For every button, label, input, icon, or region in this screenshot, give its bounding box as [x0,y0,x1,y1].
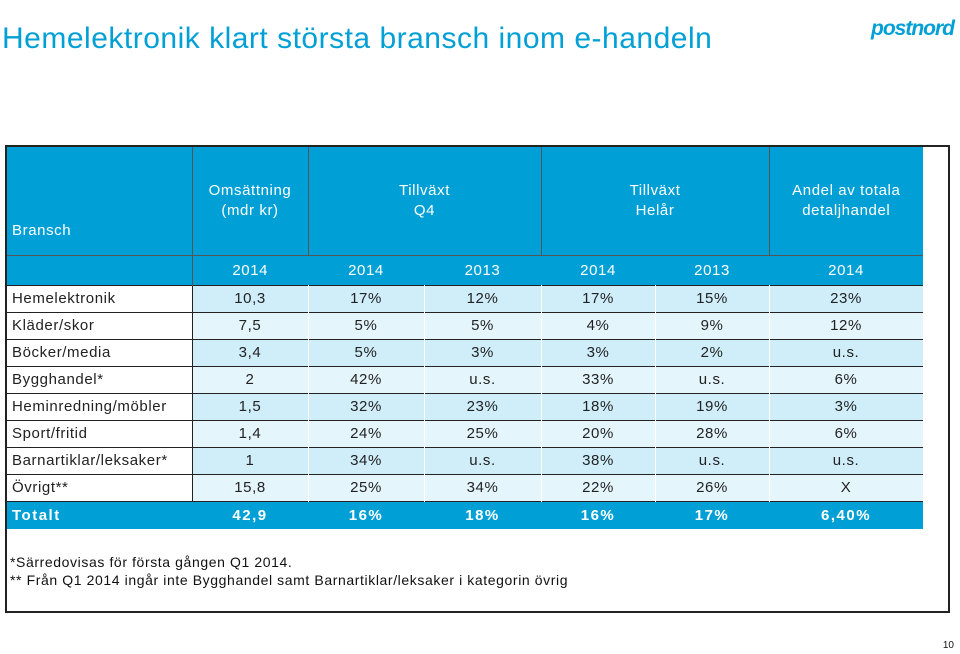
total-value: 16% [541,500,656,529]
header-tillvaxt-helar: Tillväxt Helår [541,147,770,255]
year-cell: 2013 [655,254,770,285]
table-row: Böcker/media 3,4 5% 3% 3% 2% u.s. [7,338,924,366]
row-value: 15,8 [192,473,309,501]
row-value: 5% [308,311,425,339]
row-value: u.s. [424,446,542,474]
row-value: 24% [308,419,425,447]
row-value: 28% [655,419,770,447]
data-rows: Hemelektronik 10,3 17% 12% 17% 15% 23% Kläder/s… [7,284,924,501]
row-value: 26% [655,473,770,501]
row-value: 12% [424,284,542,312]
row-label: Hemelektronik [7,284,193,312]
row-value: 2% [655,338,770,366]
row-value: 6% [769,365,924,393]
header-tillvaxt-q4: Tillväxt Q4 [308,147,542,255]
row-value: 5% [308,338,425,366]
table-row: Barnartiklar/leksaker* 1 34% u.s. 38% u.s. u.s… [7,446,924,474]
row-value: 32% [308,392,425,420]
years-label-cell [7,254,193,285]
row-value: 7,5 [192,311,309,339]
total-label: Totalt [7,500,192,529]
header-row: Bransch Omsättning (mdr kr) Tillväxt Q4 … [7,147,924,255]
row-value: 23% [424,392,542,420]
row-value: 38% [541,446,656,474]
page-number: 10 [942,640,954,651]
year-cell: 2014 [541,254,656,285]
total-value: 16% [308,500,424,529]
total-value: 6,40% [769,500,924,529]
row-label: Övrigt** [7,473,193,501]
row-label: Kläder/skor [7,311,193,339]
row-value: u.s. [424,365,542,393]
footnote: *Särredovisas för första gången Q1 2014. [10,554,293,570]
table-row: Hemelektronik 10,3 17% 12% 17% 15% 23% [7,284,924,312]
year-cell: 2014 [192,254,308,285]
row-value: 1 [192,446,309,474]
row-value: u.s. [769,446,924,474]
total-value: 42,9 [192,500,308,529]
row-value: 10,3 [192,284,309,312]
row-value: 3,4 [192,338,309,366]
row-label: Sport/fritid [7,419,193,447]
row-value: 34% [308,446,425,474]
row-value: 3% [769,392,924,420]
row-value: u.s. [769,338,924,366]
row-value: 1,5 [192,392,309,420]
table-row: Kläder/skor 7,5 5% 5% 4% 9% 12% [7,311,924,339]
row-value: 12% [769,311,924,339]
total-value: 17% [655,500,770,529]
table-row: Övrigt** 15,8 25% 34% 22% 26% X [7,473,924,501]
years-row: 2014 2014 2013 2014 2013 2014 [7,254,924,285]
total-row: Totalt 42,9 16% 18% 16% 17% 6,40% [7,500,924,529]
year-cell: 2014 [308,254,424,285]
row-value: 42% [308,365,425,393]
footnote: ** Från Q1 2014 ingår inte Bygghandel sa… [10,572,569,588]
year-cell: 2013 [424,254,542,285]
row-value: 34% [424,473,542,501]
row-value: 9% [655,311,770,339]
row-value: 19% [655,392,770,420]
row-label: Böcker/media [7,338,193,366]
row-value: 15% [655,284,770,312]
row-value: 6% [769,419,924,447]
row-value: u.s. [655,446,770,474]
row-value: 5% [424,311,542,339]
row-value: 4% [541,311,656,339]
row-value: 3% [424,338,542,366]
row-value: 17% [541,284,656,312]
total-value: 18% [424,500,542,529]
header-andel: Andel av totala detaljhandel [769,147,924,255]
row-value: u.s. [655,365,770,393]
slide-title: Hemelektronik klart största bransch inom… [2,22,713,55]
row-value: 2 [192,365,309,393]
table-row: Bygghandel* 2 42% u.s. 33% u.s. 6% [7,365,924,393]
footnotes: *Särredovisas för första gången Q1 2014.… [10,553,568,589]
ecommerce-table: Bransch Omsättning (mdr kr) Tillväxt Q4 … [7,147,924,529]
row-value: 18% [541,392,656,420]
postnord-logo: postnord [871,17,955,40]
row-value: 1,4 [192,419,309,447]
row-label: Bygghandel* [7,365,193,393]
row-value: 20% [541,419,656,447]
header-omsattning: Omsättning (mdr kr) [192,147,309,255]
row-value: 3% [541,338,656,366]
row-value: 33% [541,365,656,393]
table-frame [5,145,950,613]
row-value: 25% [308,473,425,501]
row-value: X [769,473,924,501]
row-label: Heminredning/möbler [7,392,193,420]
table-row: Sport/fritid 1,4 24% 25% 20% 28% 6% [7,419,924,447]
row-value: 17% [308,284,425,312]
row-label: Barnartiklar/leksaker* [7,446,193,474]
table-row: Heminredning/möbler 1,5 32% 23% 18% 19% 3% [7,392,924,420]
row-value: 23% [769,284,924,312]
header-bransch: Bransch [7,147,193,255]
row-value: 22% [541,473,656,501]
row-value: 25% [424,419,542,447]
year-cell: 2014 [769,254,924,285]
